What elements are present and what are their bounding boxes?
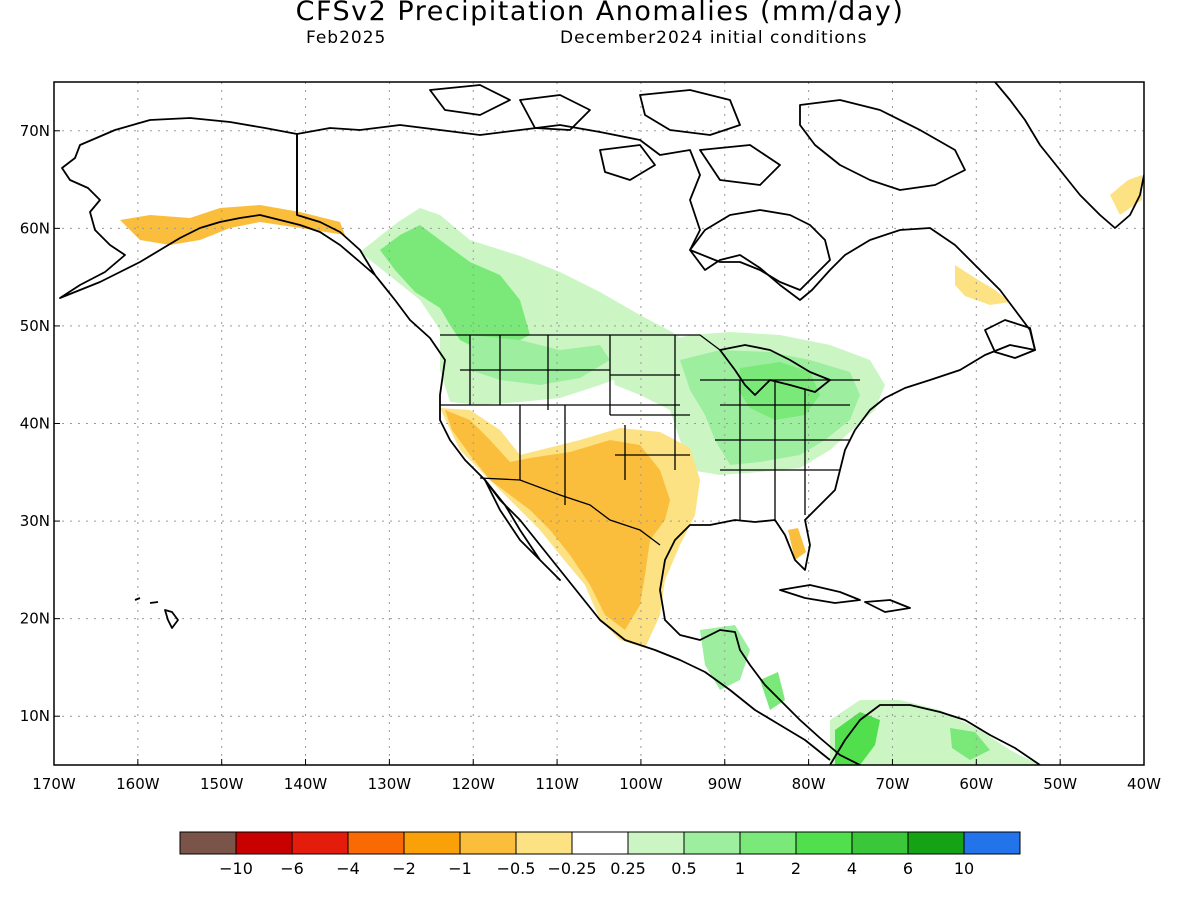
us-canada-border — [440, 334, 721, 351]
arctic-island-2 — [519, 94, 591, 131]
wet-anomaly-western-canada-core — [380, 225, 530, 350]
lat-tick-label: 20N — [20, 610, 50, 628]
colorbar-label: 4 — [847, 859, 857, 878]
hawaii-islands — [134, 597, 179, 629]
hispaniola — [864, 599, 911, 613]
colorbar-label: 6 — [903, 859, 913, 878]
alaska-coast — [59, 117, 376, 299]
south-america-coast — [829, 704, 1041, 765]
colorbar-label: −1 — [448, 859, 472, 878]
anomaly-shading-layer — [120, 175, 1142, 765]
colorbar-swatch — [235, 831, 293, 855]
lon-tick-label: 170W — [32, 775, 76, 793]
colorbar-label: 0.25 — [610, 859, 646, 878]
wet-anomaly-costa-rica — [760, 672, 785, 710]
colorbar-swatch — [179, 831, 237, 855]
colorbar-label: −10 — [219, 859, 253, 878]
colorbar-swatch — [907, 831, 965, 855]
colorbar-swatch — [403, 831, 461, 855]
colorbar-label: −2 — [392, 859, 416, 878]
state-lines-plains — [610, 335, 690, 480]
colorbar-label: −0.25 — [547, 859, 596, 878]
arctic-island-1 — [639, 89, 741, 136]
lon-tick-label: 120W — [451, 775, 495, 793]
coastline-outlines — [59, 82, 1144, 765]
dry-anomaly-labrador — [955, 265, 1010, 305]
wet-anomaly-colombia — [835, 712, 880, 765]
colorbar-swatch — [515, 831, 573, 855]
lat-tick-label: 10N — [20, 707, 50, 725]
lon-tick-label: 140W — [284, 775, 328, 793]
colorbar-swatch — [347, 831, 405, 855]
colorbar-label: −4 — [336, 859, 360, 878]
lon-tick-label: 160W — [116, 775, 160, 793]
political-borders — [440, 334, 860, 546]
colorbar: −10 −6 −4 −2 −1 −0.5 −0.25 0.25 0.5 1 2 4 6 10 — [179, 831, 1021, 878]
lon-tick-label: 50W — [1043, 775, 1077, 793]
colorbar-label: 1 — [735, 859, 745, 878]
initial-conditions-label: December2024 initial conditions — [560, 28, 868, 48]
newfoundland — [984, 319, 1036, 359]
lon-tick-label: 110W — [535, 775, 579, 793]
lat-tick-label: 70N — [20, 122, 50, 140]
colorbar-label: 10 — [954, 859, 974, 878]
lat-tick-label: 40N — [20, 415, 50, 433]
wet-anomaly-montana — [470, 335, 610, 385]
wet-anomaly-guyana — [950, 728, 990, 760]
colorbar-swatch — [795, 831, 853, 855]
north-america-pacific-coast — [374, 274, 831, 761]
arctic-island-5 — [699, 144, 781, 186]
lat-tick-label: 30N — [20, 512, 50, 530]
lon-tick-label: 40W — [1127, 775, 1161, 793]
forecast-month: Feb2025 — [306, 28, 387, 48]
lon-tick-label: 60W — [959, 775, 993, 793]
state-lines-east — [700, 379, 860, 520]
colorbar-swatch — [459, 831, 517, 855]
baffin-island — [799, 99, 966, 191]
baja-california — [484, 479, 561, 581]
lon-tick-label: 100W — [619, 775, 663, 793]
longitude-labels: 170W 160W 150W 140W 130W 120W 110W 100W 90W 80W 70… — [32, 759, 1161, 793]
colorbar-swatch — [571, 831, 629, 855]
hudson-bay — [689, 209, 831, 291]
dry-anomaly-southern-alaska — [120, 205, 345, 245]
cuba — [779, 584, 861, 604]
lat-tick-label: 60N — [20, 219, 50, 237]
arctic-island-3 — [429, 84, 511, 116]
colorbar-swatch — [291, 831, 349, 855]
colorbar-label: −6 — [280, 859, 304, 878]
lat-tick-label: 50N — [20, 317, 50, 335]
lon-tick-label: 80W — [792, 775, 826, 793]
lon-tick-label: 130W — [368, 775, 412, 793]
lon-tick-label: 150W — [200, 775, 244, 793]
dry-anomaly-southwest-core — [445, 410, 670, 630]
colorbar-label: −0.5 — [497, 859, 536, 878]
colorbar-swatch — [851, 831, 909, 855]
dry-anomaly-greenland — [1110, 175, 1142, 215]
colorbar-swatch — [627, 831, 685, 855]
colorbar-swatch — [963, 831, 1021, 855]
colorbar-label: 0.5 — [671, 859, 696, 878]
colorbar-label: 2 — [791, 859, 801, 878]
colorbar-swatch — [739, 831, 797, 855]
north-america-mainland-coast — [296, 124, 1036, 765]
dry-anomaly-florida — [788, 528, 806, 560]
latitude-labels: 70N 60N 50N 40N 30N 20N 10N — [20, 122, 60, 725]
chart-title: CFSv2 Precipitation Anomalies (mm/day) — [295, 0, 905, 27]
lon-tick-label: 70W — [876, 775, 910, 793]
arctic-island-4 — [599, 144, 656, 181]
lat-lon-grid — [54, 82, 1144, 765]
great-lakes — [719, 344, 831, 396]
lon-tick-label: 90W — [708, 775, 742, 793]
colorbar-swatch — [683, 831, 741, 855]
greenland-coast — [994, 82, 1144, 229]
